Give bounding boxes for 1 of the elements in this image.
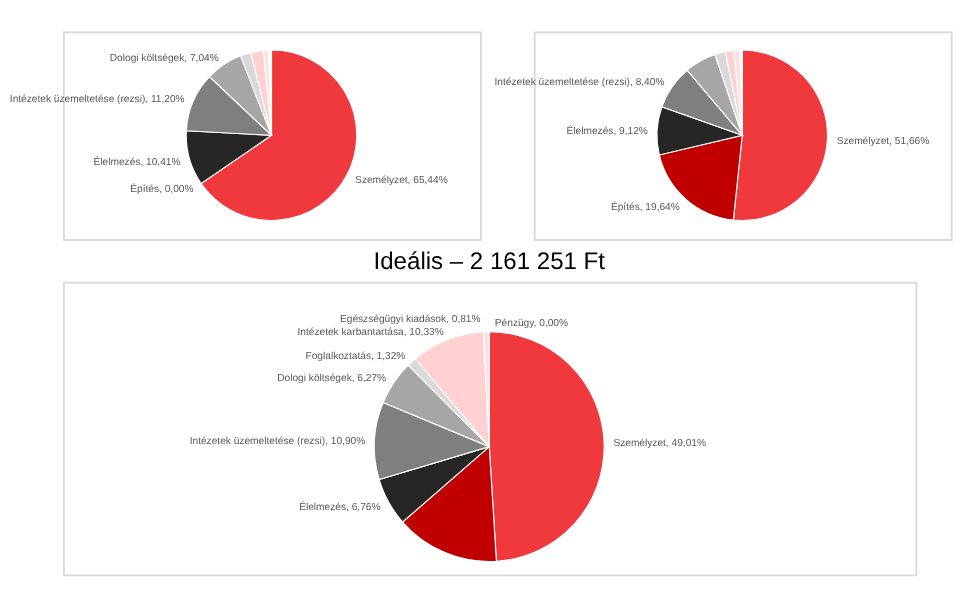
chart-title: Ideális – 2 161 251 Ft [373, 246, 607, 275]
